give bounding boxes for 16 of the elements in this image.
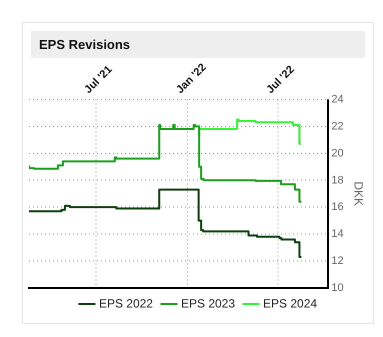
legend-label: EPS 2024 [263, 296, 318, 310]
x-tick-label: Jul '22 [264, 64, 297, 96]
x-tick-label: Jul '21 [82, 64, 115, 96]
y-tick-label: 12 [331, 255, 344, 268]
legend-label: EPS 2022 [98, 296, 154, 310]
x-tick-label: Jan '22 [174, 61, 209, 96]
y-tick-label: 14 [331, 228, 344, 240]
y-tick-label: 18 [331, 174, 344, 186]
y-tick-label: 24 [331, 93, 344, 106]
y-tick-label: 10 [331, 282, 344, 294]
y-tick-label: 22 [331, 120, 344, 132]
y-tick-label: 16 [331, 201, 344, 214]
y-tick-label: 20 [331, 147, 344, 160]
chart-title: EPS Revisions [31, 31, 365, 58]
y-axis-title: DKK [351, 181, 366, 206]
legend-label: EPS 2023 [180, 296, 236, 310]
